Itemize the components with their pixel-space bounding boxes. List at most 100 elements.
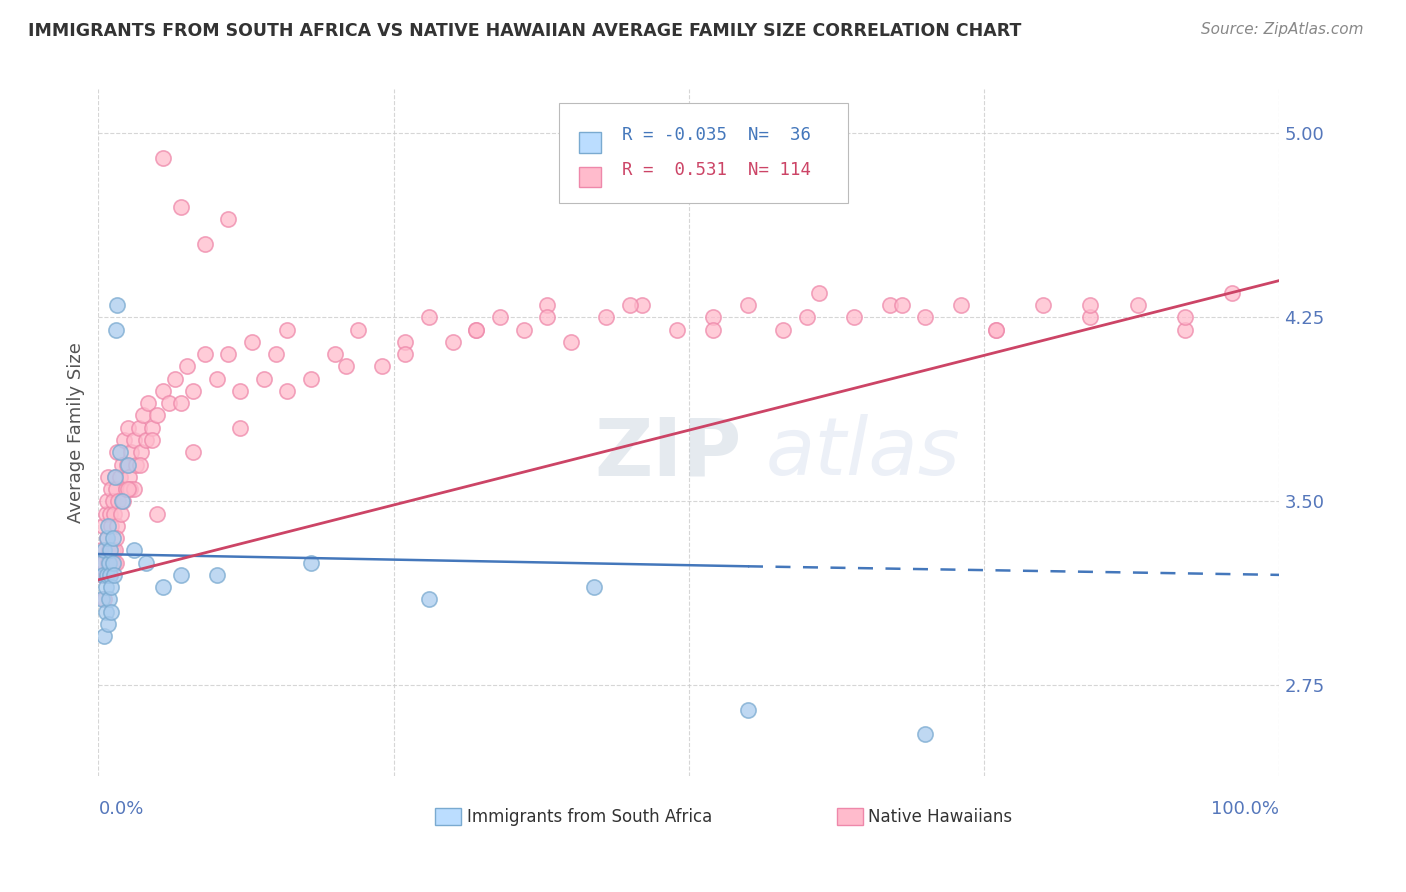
Point: [96, 494, 118, 508]
Point: [165, 371, 187, 385]
Point: [217, 347, 239, 361]
Point: [1032, 298, 1054, 312]
Point: [93, 556, 115, 570]
Point: [94, 580, 117, 594]
FancyBboxPatch shape: [560, 103, 848, 202]
Point: [121, 445, 143, 459]
Point: [299, 556, 322, 570]
Point: [90, 556, 112, 570]
Point: [394, 347, 416, 361]
Bar: [579, 167, 602, 187]
Text: R =  0.531  N= 114: R = 0.531 N= 114: [621, 161, 811, 178]
Point: [94, 605, 117, 619]
Text: 0.0%: 0.0%: [98, 800, 143, 818]
Point: [737, 703, 759, 717]
Point: [105, 322, 128, 336]
Point: [152, 384, 174, 398]
Point: [371, 359, 394, 374]
Point: [98, 556, 121, 570]
Point: [90, 543, 112, 558]
Point: [104, 543, 127, 558]
Point: [96, 531, 118, 545]
Point: [111, 494, 134, 508]
Point: [146, 507, 169, 521]
Point: [170, 396, 193, 410]
Point: [97, 616, 120, 631]
Point: [229, 384, 252, 398]
Bar: [434, 807, 461, 825]
Point: [128, 458, 150, 472]
Point: [347, 322, 370, 336]
Point: [103, 507, 125, 521]
Point: [264, 347, 287, 361]
Point: [97, 469, 120, 483]
Point: [111, 458, 134, 472]
Point: [181, 445, 204, 459]
Point: [91, 567, 114, 582]
Point: [97, 518, 120, 533]
Bar: [837, 807, 862, 825]
Point: [276, 384, 298, 398]
Text: Source: ZipAtlas.com: Source: ZipAtlas.com: [1201, 22, 1364, 37]
Point: [1220, 285, 1243, 300]
Point: [152, 580, 174, 594]
Point: [630, 298, 652, 312]
Point: [96, 567, 118, 582]
Point: [105, 445, 128, 459]
Point: [129, 445, 152, 459]
Point: [702, 310, 724, 325]
Point: [128, 420, 150, 434]
Point: [240, 334, 263, 349]
Point: [98, 567, 121, 582]
Point: [807, 285, 830, 300]
Point: [299, 371, 322, 385]
Text: ZIP: ZIP: [595, 414, 742, 492]
Point: [141, 420, 163, 434]
Point: [94, 507, 117, 521]
Point: [844, 310, 866, 325]
Point: [112, 433, 135, 447]
Point: [100, 605, 122, 619]
Point: [98, 507, 121, 521]
Point: [118, 469, 141, 483]
Point: [205, 371, 228, 385]
Point: [135, 433, 157, 447]
Point: [136, 396, 159, 410]
Point: [536, 298, 558, 312]
Point: [181, 384, 204, 398]
Point: [595, 310, 617, 325]
Point: [583, 580, 606, 594]
Point: [949, 298, 972, 312]
Point: [335, 359, 357, 374]
Point: [114, 482, 136, 496]
Point: [112, 494, 135, 508]
Point: [152, 151, 174, 165]
Bar: [579, 133, 602, 153]
Point: [170, 200, 193, 214]
Point: [103, 567, 125, 582]
Point: [176, 359, 198, 374]
Point: [253, 371, 276, 385]
Point: [323, 347, 346, 361]
Point: [101, 556, 124, 570]
Point: [418, 310, 440, 325]
Point: [1126, 298, 1149, 312]
Point: [98, 592, 121, 607]
Point: [103, 556, 125, 570]
Point: [100, 518, 122, 533]
Point: [117, 420, 139, 434]
Point: [117, 482, 139, 496]
Point: [101, 531, 124, 545]
Text: 100.0%: 100.0%: [1212, 800, 1279, 818]
Point: [91, 518, 114, 533]
Point: [98, 567, 121, 582]
Point: [122, 433, 145, 447]
Point: [98, 543, 121, 558]
Text: Native Hawaiians: Native Hawaiians: [869, 808, 1012, 826]
Point: [914, 727, 936, 741]
Point: [100, 580, 122, 594]
Point: [512, 322, 534, 336]
Point: [465, 322, 488, 336]
Point: [98, 543, 121, 558]
Point: [105, 518, 128, 533]
